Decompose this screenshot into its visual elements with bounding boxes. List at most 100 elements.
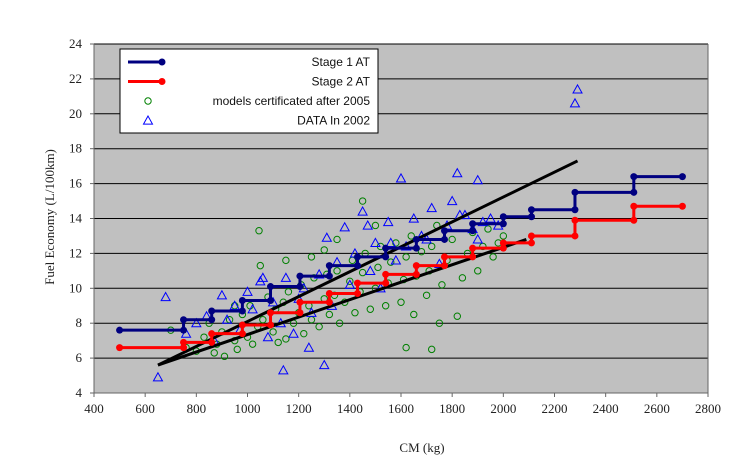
y-tick-label: 6 [76,350,83,365]
data-point-circle [255,227,263,235]
step-point [208,307,216,315]
data-point-circle [410,310,418,319]
data-point-triangle [472,233,484,244]
data-point-circle [453,312,461,320]
legend-dot-swatch [158,58,166,66]
data-point-circle [358,197,367,205]
data-point-circle [402,343,410,352]
data-point-triangle [254,275,266,286]
x-tick-label: 1000 [235,401,261,416]
data-point-circle [366,305,374,313]
legend-label: models certificated after 2005 [213,94,371,108]
data-point-circle [499,232,508,240]
legend-circle-swatch [144,97,152,105]
series-trend-upper [157,159,579,367]
y-tick-label: 18 [69,141,82,156]
data-point-triangle [262,331,274,342]
x-axis-label: CM (kg) [399,440,444,455]
legend-label: Stage 1 AT [312,55,371,69]
step-point [238,330,246,338]
legend-label: Stage 2 AT [312,75,371,89]
data-point-triangle [242,286,253,296]
data-point-circle [374,263,382,272]
data-point-triangle [318,359,330,370]
data-point-triangle [277,364,289,375]
series-stage-1-at [116,173,686,334]
y-tick-label: 12 [69,245,82,260]
step-point [527,239,535,247]
x-tick-label: 400 [84,401,104,416]
step-point [571,216,579,224]
data-point-circle [428,345,436,354]
step-point [630,173,638,181]
x-tick-label: 600 [135,401,155,416]
data-point-triangle [357,205,368,216]
data-point-triangle [446,195,458,206]
y-tick-label: 22 [69,71,82,86]
step-point [440,262,448,270]
step-point [180,344,188,352]
step-point [296,298,304,306]
step-point [238,321,246,329]
step-point [412,244,420,252]
data-point-triangle [280,272,292,282]
step-point [412,270,420,278]
legend-item: Stage 2 AT [128,75,371,89]
series-layer [116,83,686,382]
step-point [238,307,246,315]
data-point-triangle [382,216,394,227]
data-point-triangle [247,303,258,314]
data-point-circle [233,345,241,354]
step-point [208,330,216,338]
step-point [325,262,333,270]
step-point [354,253,362,261]
data-point-circle [381,302,390,310]
step-point [382,270,390,278]
step-point [469,227,477,235]
y-tick-label: 4 [76,385,83,400]
step-point [678,202,686,210]
step-point [630,202,638,210]
data-point-triangle [152,371,164,382]
data-point-circle [407,232,415,240]
data-point-triangle [303,342,315,352]
data-point-circle [282,335,290,343]
data-point-circle [320,246,328,254]
step-point [180,338,188,346]
data-point-circle [220,352,229,361]
data-point-triangle [472,174,484,185]
data-point-triangle [339,221,351,232]
step-point [412,235,420,243]
y-tick-label: 8 [76,315,83,330]
step-point [440,235,448,243]
tick-labels: 400 600 800 1000 1200 1400 1600 1800 2000 2200 240… [69,36,721,416]
trend-line [157,238,527,367]
y-tick-label: 16 [69,176,83,191]
x-tick-label: 1400 [337,401,363,416]
data-point-circle [392,239,400,247]
data-point-circle [438,281,446,289]
data-point-triangle [370,237,381,248]
step-point [208,316,216,324]
data-point-circle [259,316,267,324]
step-point [499,213,507,221]
data-point-triangle [190,317,202,328]
data-point-triangle [160,291,171,302]
step-point [180,316,188,324]
data-point-circle [315,322,323,331]
data-point-triangle [385,237,397,248]
step-point [325,272,333,280]
legend-item: DATA In 2002 [142,114,370,128]
step-point [630,188,638,196]
trend-line [157,159,579,367]
data-point-circle [325,310,334,319]
data-point-triangle [288,328,299,338]
step-point [678,173,686,181]
x-tick-label: 800 [187,401,207,416]
x-tick-label: 1800 [439,401,465,416]
legend-triangle-swatch [142,114,154,125]
data-point-triangle [390,254,402,265]
step-point [267,321,275,329]
data-point-circle [351,309,359,317]
y-tick-label: 14 [69,211,83,226]
